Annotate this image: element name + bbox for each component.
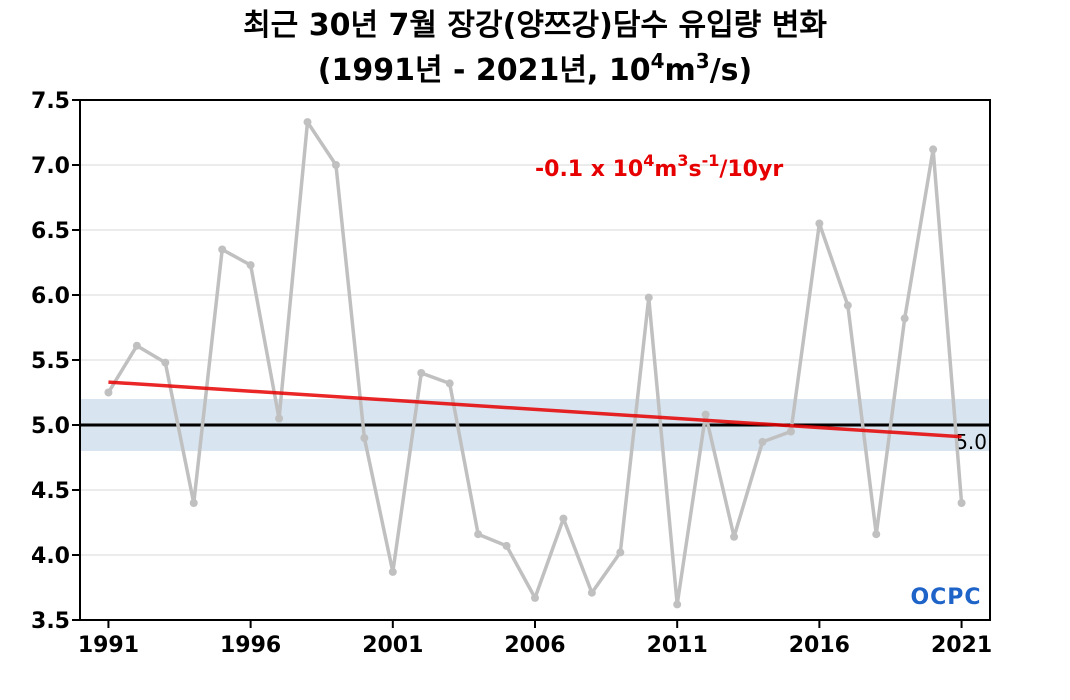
data-point [246,261,255,270]
data-point [872,530,881,539]
data-point [189,499,198,507]
trend-label-main: -0.1 x 10 [535,157,643,182]
data-point [587,588,596,597]
plot-area: 5.0 3.5 4.0 4.5 5.0 5.5 6.0 6.5 7.0 7.5 1991 1996 20… [31,89,992,658]
chart-title: 최근 30년 7월 장강(양쯔강)담수 유입량 변화 [243,8,827,43]
data-point [388,567,397,576]
data-point [218,245,227,254]
trend-label: -0.1 x 104m3s-1/10yr [535,151,783,182]
data-point [900,314,909,323]
data-point [303,118,312,127]
data-point [815,219,824,228]
trend-line [108,380,962,439]
data-point [104,388,113,397]
trend-label-s: s [688,157,701,182]
y-tick-label: 4.0 [31,544,70,569]
y-tick-label: 4.5 [31,479,70,504]
x-tick-label: 2021 [931,633,992,658]
trend-label-tail: /10yr [719,157,783,182]
data-point [616,548,625,557]
subtitle-suffix: /s) [710,53,753,88]
x-tick-label: 2001 [362,633,423,658]
subtitle-prefix: (1991년 - 2021년, 10 [318,53,651,88]
trend-label-sup-exp: 4 [643,151,654,170]
ocpc-logo: OCPC [910,585,981,610]
subtitle-sup-cubed: 3 [696,49,710,73]
x-tick-label: 2016 [789,633,850,658]
x-tick-label: 2006 [504,633,565,658]
y-tick-label: 5.0 [31,414,70,439]
data-point [531,593,539,602]
y-tick-label: 7.5 [31,89,70,114]
data-point [445,379,454,388]
x-tick-label: 1991 [78,633,139,658]
data-point [417,369,426,377]
subtitle-sup-exp: 4 [651,49,665,73]
x-tick-label: 1996 [220,633,281,658]
y-tick-label: 5.5 [31,349,70,374]
data-point [132,341,141,350]
data-point [758,437,767,446]
data-point [786,427,795,436]
y-tick-label: 6.5 [31,219,70,244]
data-point [673,600,682,609]
data-point [360,434,369,442]
data-point [644,293,653,302]
series-line [106,120,964,607]
data-point [275,414,284,423]
data-point [502,541,511,550]
data-point [559,514,568,523]
subtitle-unit-m: m [665,53,696,88]
data-point [474,530,483,539]
chart-subtitle: (1991년 - 2021년, 104m3/s) [318,49,752,88]
y-tick-label: 3.5 [31,609,70,634]
y-tick-label: 6.0 [31,284,70,309]
y-tick-label: 7.0 [31,154,70,179]
data-point [331,161,340,169]
data-point [843,301,852,310]
trend-label-sup-neg: -1 [702,151,720,170]
data-point [730,532,739,541]
data-point [701,410,710,419]
mean-value-label: 5.0 [955,430,987,454]
trend-label-sup-cubed: 3 [677,151,688,170]
trend-label-m: m [654,157,677,182]
data-point [161,358,170,367]
x-tick-label: 2011 [647,633,708,658]
data-point [957,499,966,507]
data-point [929,145,938,154]
